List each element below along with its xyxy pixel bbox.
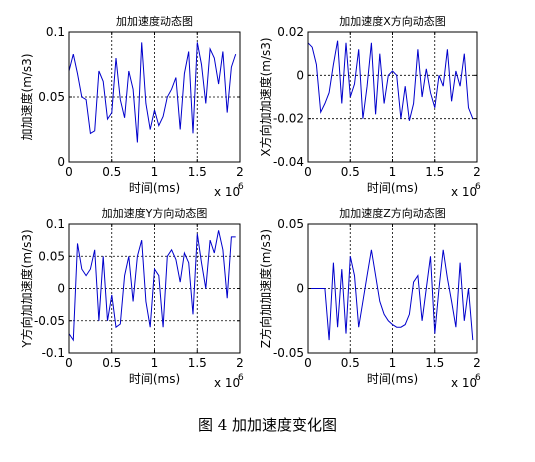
x-tick-label: 0 [304,356,312,370]
x-tick-label: 1.5 [188,165,207,179]
y-tick-label: 0 [296,282,304,296]
x-axis-label: 时间(ms) [367,181,418,195]
y-axis-label: Y方向加加速度(m/s3) [19,229,34,348]
y-axis-label: X方向加加速度(m/s3) [258,37,273,156]
series-line-1 [308,249,474,341]
x-tick-label: 2 [236,165,244,179]
x-tick-label: 1 [389,356,397,370]
y-tick-label: 0.02 [277,25,304,39]
y-tick-label: 0 [57,155,65,169]
x-tick-label: 1.5 [425,356,444,370]
x-tick-label: 0.5 [102,165,121,179]
y-tick-label: -0.04 [273,155,304,169]
x-tick-label: 2 [236,356,244,370]
chart-title: 加加速度Y方向动态图 [102,206,208,220]
x-multiplier-exponent: 6 [238,182,244,192]
y-tick-label: 0 [296,68,304,82]
y-tick-label: 0.1 [46,217,65,231]
x-multiplier-label: x 10 [451,376,477,390]
x-tick-label: 2 [473,356,481,370]
y-tick-label: 0.05 [38,90,65,104]
x-multiplier-exponent: 6 [238,373,244,383]
y-tick-label: -0.05 [34,314,65,328]
x-tick-label: 0.5 [102,356,121,370]
x-multiplier-label: x 10 [214,185,240,199]
x-tick-label: 0 [65,356,73,370]
x-multiplier-exponent: 6 [475,373,481,383]
y-axis-label: Z方向加加速度(m/s3) [258,229,273,348]
x-multiplier-label: x 10 [214,376,240,390]
y-tick-label: -0.02 [273,112,304,126]
series-line-1 [68,42,237,143]
x-tick-label: 1 [151,165,159,179]
chart-title: 加加速度X方向动态图 [339,14,446,28]
x-axis-label: 时间(ms) [129,181,180,195]
series-line-1 [307,40,474,121]
series-line-1 [68,230,236,342]
subplot-4: 0 0.5 1 1.5 2-0.0500.05加加速度Z方向动态图时间(ms)Z方向加加… [258,206,481,390]
x-tick-label: 0 [65,165,73,179]
subplot-3: 0 0.5 1 1.5 2 -0.1 -0.05 0 0.05 0.1 加加速度Y方向动态图时间(m… [19,206,244,390]
x-tick-label: 1.5 [188,356,207,370]
x-tick-label: 1 [151,356,159,370]
y-tick-label: 0.1 [46,25,65,39]
x-tick-label: 0.5 [341,165,360,179]
figure-caption: 图 4 加加速度变化图 [197,416,338,434]
x-axis-label: 时间(ms) [367,372,418,386]
x-tick-label: 2 [473,165,481,179]
subplot-2: 0 0.5 1 1.5 2 -0.04 -0.02 0 0.02 加加速度X方向动态图时间(ms)… [258,14,481,199]
x-multiplier-exponent: 6 [475,182,481,192]
x-tick-label: 0 [304,165,312,179]
y-tick-label: -0.05 [273,346,304,360]
y-tick-label: 0.05 [38,249,65,263]
chart-title: 加加速度Z方向动态图 [339,206,446,220]
x-tick-label: 1.5 [425,165,444,179]
x-multiplier-label: x 10 [451,185,477,199]
y-tick-label: -0.1 [42,346,65,360]
x-tick-label: 1 [389,165,397,179]
x-tick-label: 0.5 [341,356,360,370]
x-axis-label: 时间(ms) [129,372,180,386]
chart-title: 加加速度动态图 [116,14,193,28]
y-axis-label: 加加速度(m/s3) [19,54,34,141]
y-tick-label: 0 [57,282,65,296]
y-tick-label: 0.05 [277,217,304,231]
